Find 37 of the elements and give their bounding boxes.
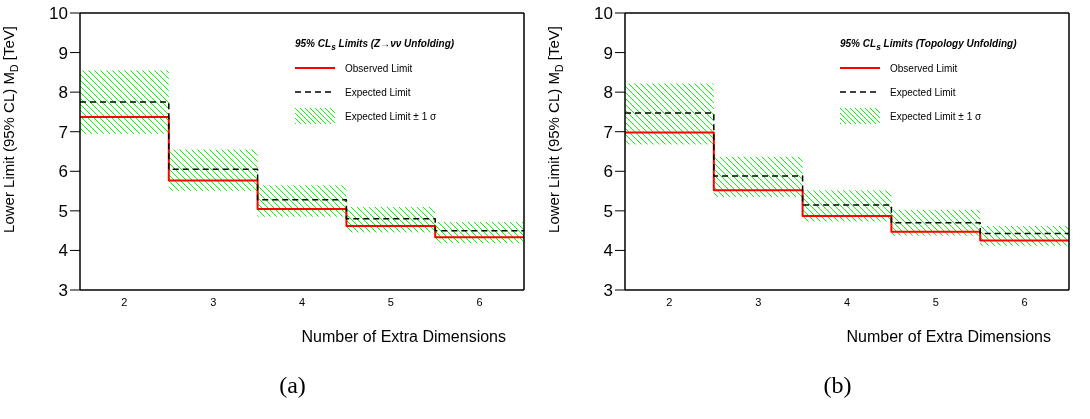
legend-label: Observed Limit [890,62,958,74]
line-series [625,131,1069,242]
x-tick-label: 6 [476,295,483,308]
legend-label: Observed Limit [345,62,413,74]
x-tick-label: 5 [387,295,394,308]
y-tick-label: 7 [58,122,68,142]
y-tick-label: 8 [603,83,613,103]
x-tick-label: 4 [843,295,851,308]
annotation: Expected Limit ± 1 σ [890,110,982,122]
x-tick-label: 3 [210,295,217,308]
x-tick-label: 2 [121,295,128,308]
x-axis-title: Number of Extra Dimensions [846,328,1051,345]
y-tick-label: 6 [58,162,68,182]
x-tick-label: 4 [298,295,306,308]
legend-title: 95% CL$_{s}$ Limits (Topology Unfolding) [840,38,1018,52]
x-tick-label: 3 [755,295,762,308]
x-axis-title: Number of Extra Dimensions [301,328,506,345]
x-tick-label: 6 [1021,295,1028,308]
y-tick-label: 10 [49,4,68,24]
x-tick-label: 2 [666,295,673,308]
y-tick-label: 9 [58,43,68,63]
legend-label: Expected Limit [890,86,956,98]
y-tick-label: 7 [603,122,613,142]
text: (a) [278,372,307,399]
y-tick-label: 10 [594,4,613,24]
legend-label: Expected Limit [345,86,411,98]
y-tick-label: 4 [603,241,613,261]
x-tick-label: 5 [932,295,939,308]
y-tick-label: 5 [58,201,68,221]
y-tick-label: 9 [603,43,613,63]
y-tick-label: 8 [58,83,68,103]
y-tick-label: 4 [58,241,68,261]
y-tick-label: 5 [603,201,613,221]
text: (b) [822,372,853,399]
y-tick-label: 6 [603,162,613,182]
legend-title: 95% CL$_{s}$ Limits (Z→νν Unfolding) [295,38,456,52]
annotation: Expected Limit ± 1 σ [345,110,437,122]
